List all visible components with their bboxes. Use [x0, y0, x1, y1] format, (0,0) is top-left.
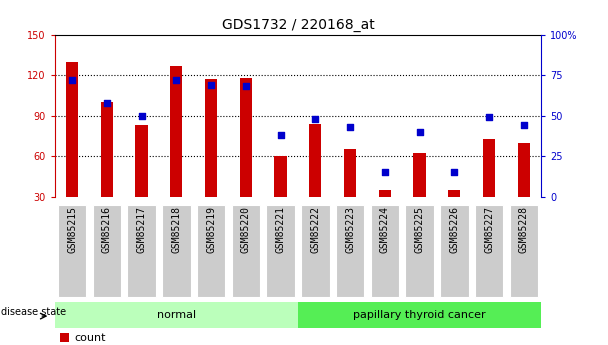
Bar — [309, 124, 322, 197]
Bar — [448, 190, 460, 197]
Bar — [298, 302, 541, 328]
Bar — [170, 66, 182, 197]
Bar — [413, 154, 426, 197]
Bar — [92, 205, 121, 296]
Text: GSM85223: GSM85223 — [345, 206, 355, 253]
Bar — [127, 205, 156, 296]
Text: GSM85227: GSM85227 — [484, 206, 494, 253]
Text: GSM85221: GSM85221 — [275, 206, 286, 253]
Bar — [274, 156, 286, 197]
Bar — [370, 205, 399, 296]
Bar — [336, 205, 364, 296]
Bar — [136, 125, 148, 197]
Text: GSM85216: GSM85216 — [102, 206, 112, 253]
Text: GSM85220: GSM85220 — [241, 206, 251, 253]
Bar — [510, 205, 538, 296]
Bar — [266, 205, 295, 296]
Legend: count, percentile rank within the sample: count, percentile rank within the sample — [60, 333, 263, 345]
Point — [449, 170, 459, 175]
Bar — [66, 61, 78, 197]
Point — [380, 170, 390, 175]
Bar — [344, 149, 356, 197]
Bar — [55, 302, 298, 328]
Text: GSM85228: GSM85228 — [519, 206, 529, 253]
Text: GSM85218: GSM85218 — [171, 206, 181, 253]
Point — [345, 124, 355, 130]
Text: GSM85222: GSM85222 — [310, 206, 320, 253]
Point — [275, 132, 285, 138]
Bar — [301, 205, 330, 296]
Point — [67, 77, 77, 83]
Point — [484, 115, 494, 120]
Point — [171, 77, 181, 83]
Bar — [162, 205, 190, 296]
Text: GSM85225: GSM85225 — [415, 206, 424, 253]
Bar — [379, 190, 391, 197]
Point — [206, 82, 216, 88]
Text: normal: normal — [157, 310, 196, 320]
Text: disease state: disease state — [1, 307, 66, 317]
Point — [311, 116, 320, 121]
Point — [137, 113, 147, 118]
Bar — [197, 205, 226, 296]
Text: GSM85219: GSM85219 — [206, 206, 216, 253]
Bar — [101, 102, 113, 197]
Title: GDS1732 / 220168_at: GDS1732 / 220168_at — [221, 18, 375, 32]
Bar — [483, 139, 495, 197]
Bar — [475, 205, 503, 296]
Bar — [517, 142, 530, 197]
Text: GSM85226: GSM85226 — [449, 206, 459, 253]
Text: GSM85217: GSM85217 — [137, 206, 147, 253]
Bar — [440, 205, 469, 296]
Text: GSM85224: GSM85224 — [380, 206, 390, 253]
Text: GSM85215: GSM85215 — [67, 206, 77, 253]
Point — [519, 122, 528, 128]
Bar — [205, 79, 217, 197]
Point — [241, 83, 250, 89]
Bar — [58, 205, 86, 296]
Point — [415, 129, 424, 135]
Text: papillary thyroid cancer: papillary thyroid cancer — [353, 310, 486, 320]
Bar — [232, 205, 260, 296]
Point — [102, 100, 112, 105]
Bar — [240, 78, 252, 197]
Bar — [406, 205, 434, 296]
